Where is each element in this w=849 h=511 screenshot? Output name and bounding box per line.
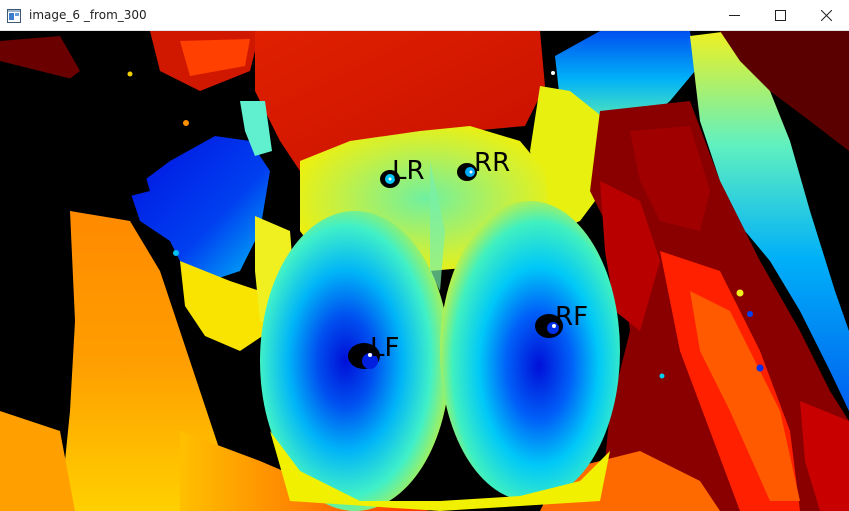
maximize-icon — [774, 10, 786, 21]
depth-image: LR RR LF RF — [0, 31, 849, 511]
depth-region — [0, 61, 150, 411]
depth-speck — [756, 364, 764, 372]
marker-label-rr: RR — [474, 148, 510, 178]
depth-region — [255, 31, 545, 171]
depth-region — [630, 126, 710, 231]
maximize-button[interactable] — [757, 0, 803, 31]
depth-region — [130, 136, 270, 281]
depth-speck — [173, 250, 179, 256]
minimize-button[interactable] — [711, 0, 757, 31]
depth-speck — [183, 120, 189, 126]
marker-label-lf: LF — [370, 333, 399, 363]
marker-center — [368, 353, 372, 357]
title-bar[interactable]: image_6 _from_300 — [0, 0, 849, 31]
depth-region — [720, 31, 849, 151]
depth-region — [800, 401, 849, 511]
minimize-icon — [728, 15, 740, 16]
depth-region — [0, 411, 75, 511]
depth-speck — [551, 71, 555, 75]
marker-label-rf: RF — [555, 302, 588, 332]
depth-region — [690, 291, 800, 501]
window-title: image_6 _from_300 — [29, 8, 147, 22]
close-icon — [820, 10, 832, 21]
depth-speck — [127, 71, 133, 77]
marker-dot — [362, 353, 378, 369]
depth-speck — [659, 373, 665, 379]
marker-center — [552, 324, 556, 328]
depth-region — [180, 39, 250, 76]
close-button[interactable] — [803, 0, 849, 31]
depth-speck — [747, 311, 753, 317]
depth-region — [240, 101, 272, 156]
depth-region — [180, 431, 430, 511]
app-window-icon — [7, 8, 21, 23]
depth-region — [555, 31, 695, 126]
marker-label-lr: LR — [392, 156, 425, 186]
depth-region — [600, 181, 660, 331]
marker-center — [388, 177, 392, 181]
depth-region — [440, 201, 620, 501]
depth-speck — [736, 289, 744, 297]
depth-region — [180, 261, 270, 351]
marker-dot — [547, 322, 559, 334]
depth-region — [690, 31, 849, 411]
depth-region — [430, 161, 445, 291]
marker-center — [469, 170, 473, 174]
